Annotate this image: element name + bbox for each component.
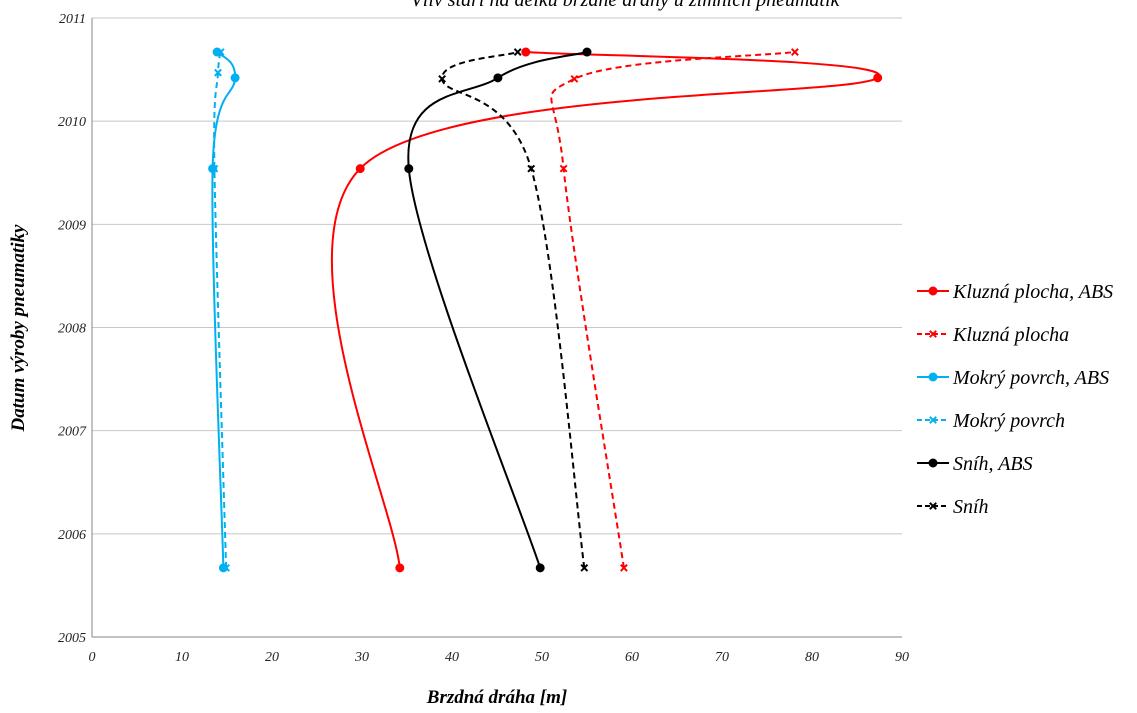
x-axis-title: Brzdná dráha [m]	[426, 687, 567, 708]
series-1	[550, 48, 799, 572]
y-tick-label: 2005	[58, 631, 86, 646]
legend-item: Kluzná plocha	[917, 324, 1069, 346]
y-tick-label: 2007	[58, 425, 87, 440]
y-tick-labels: 2005 2006 2007 2008 2009 2010 2011	[58, 12, 87, 646]
x-tick-label: 40	[445, 650, 459, 665]
data-point	[873, 73, 883, 83]
series-line	[441, 51, 586, 569]
x-tick-label: 50	[535, 650, 549, 665]
y-tick-label: 2006	[58, 528, 86, 543]
legend: Kluzná plocha, ABS Kluzná plocha Mokrý pov…	[917, 281, 1113, 518]
data-point	[404, 164, 414, 174]
y-tick-label: 2008	[58, 322, 86, 337]
series-line	[213, 51, 228, 568]
x-tick-label: 80	[805, 650, 819, 665]
y-tick-label: 2011	[59, 12, 86, 27]
series-2	[208, 47, 240, 573]
data-point	[929, 330, 937, 338]
grid-lines	[92, 17, 902, 535]
data-point	[929, 416, 937, 424]
series-line	[550, 51, 796, 569]
axes	[91, 18, 902, 638]
x-tick-label: 90	[895, 650, 909, 665]
legend-label: Sníh, ABS	[953, 453, 1033, 475]
x-tick-label: 60	[625, 650, 639, 665]
data-point	[395, 563, 405, 573]
data-point	[216, 48, 225, 56]
data-point	[222, 563, 231, 572]
data-point	[214, 68, 222, 77]
x-tick-label: 0	[89, 650, 96, 665]
series-line	[407, 51, 588, 569]
series-line	[330, 51, 881, 568]
data-point	[619, 563, 628, 572]
data-point	[230, 73, 240, 83]
y-tick-label: 2010	[58, 115, 86, 130]
data-point	[559, 164, 568, 173]
data-point	[790, 48, 799, 56]
data-point	[928, 372, 938, 382]
data-point	[535, 563, 545, 573]
data-point	[570, 74, 579, 83]
legend-label: Sníh	[953, 496, 989, 518]
data-point	[355, 164, 365, 174]
x-tick-label: 20	[265, 650, 279, 665]
legend-label: Mokrý povrch, ABS	[952, 367, 1109, 389]
data-point	[527, 164, 536, 173]
data-point	[438, 74, 447, 83]
legend-label: Kluzná plocha, ABS	[952, 281, 1113, 303]
data-point	[929, 502, 937, 510]
x-tick-label: 30	[354, 650, 369, 665]
series-3	[210, 48, 231, 572]
data-point	[928, 458, 938, 468]
legend-item: Mokrý povrch, ABS	[917, 367, 1109, 389]
legend-label: Mokrý povrch	[952, 410, 1065, 432]
y-tick-label: 2009	[58, 218, 86, 233]
series-line	[211, 51, 237, 568]
data-point	[493, 73, 503, 83]
data-point	[928, 286, 938, 296]
series-4	[404, 47, 592, 573]
series-group	[208, 47, 883, 573]
data-point	[521, 47, 531, 57]
x-tick-label: 70	[715, 650, 729, 665]
chart-title: Vliv stáří na délku brzdné dráhy u zimní…	[411, 0, 841, 11]
data-point	[580, 563, 589, 572]
series-0	[330, 47, 883, 573]
x-tick-label: 10	[175, 650, 189, 665]
legend-item: Kluzná plocha, ABS	[917, 281, 1113, 303]
data-point	[582, 47, 592, 57]
legend-item: Sníh	[917, 496, 989, 518]
data-point	[210, 164, 219, 173]
series-5	[438, 48, 589, 572]
y-axis-title: Datum výroby pneumatiky	[8, 224, 29, 432]
legend-label: Kluzná plocha	[952, 324, 1069, 346]
data-point	[513, 48, 522, 56]
legend-item: Sníh, ABS	[917, 453, 1033, 475]
x-tick-labels: 0 10 20 30 40 50 60 70 80 90	[89, 650, 910, 665]
legend-item: Mokrý povrch	[917, 410, 1065, 432]
